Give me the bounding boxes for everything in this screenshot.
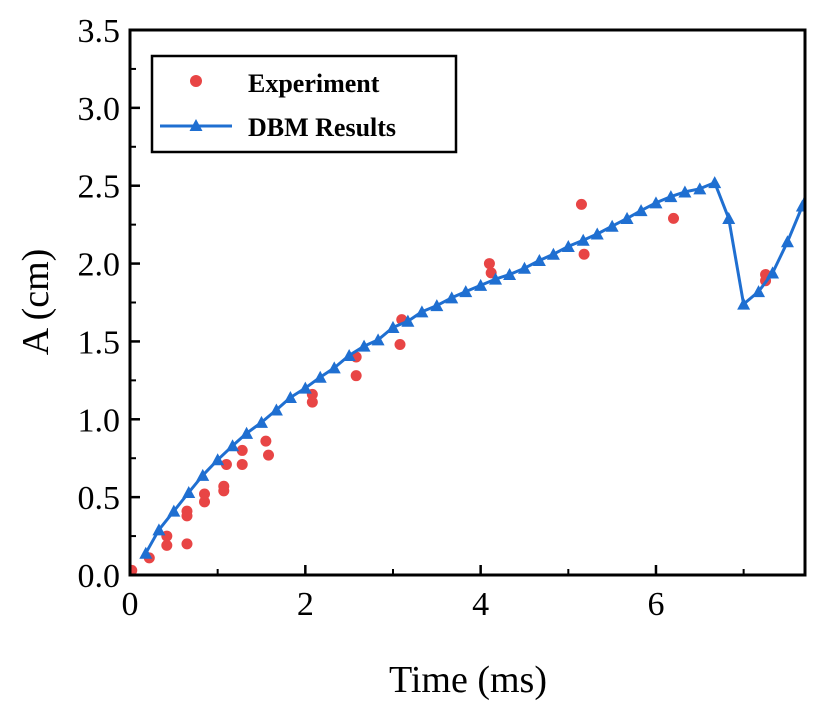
experiment-point (263, 449, 275, 461)
plot-series (130, 154, 823, 575)
dbm-results-point (678, 185, 692, 198)
dbm-results-point (152, 523, 166, 536)
legend-experiment-label: Experiment (248, 69, 380, 98)
dbm-results-point (342, 348, 356, 361)
experiment-point (306, 396, 318, 408)
experiment-point (236, 458, 248, 470)
experiment-point (236, 444, 248, 456)
dbm-results-point (795, 199, 805, 212)
legend-experiment-marker (190, 75, 202, 87)
experiment-point (218, 480, 230, 492)
experiment-point (181, 505, 193, 517)
dbm-results-line (144, 181, 805, 554)
dbm-results-point (401, 314, 415, 327)
legend: Experiment DBM Results (150, 54, 458, 154)
experiment-point (575, 198, 587, 210)
experiment-point (199, 496, 211, 508)
y-tick-label: 2.5 (78, 169, 121, 206)
legend-dbm-marker (189, 119, 203, 131)
y-tick-label: 3.5 (78, 13, 121, 50)
dbm-results-point (445, 291, 459, 304)
dbm-results-point (298, 381, 312, 394)
dbm-results-point (459, 285, 473, 298)
dbm-results-point (254, 415, 268, 428)
y-tick-label: 1.5 (78, 324, 121, 361)
dbm-results-point (590, 227, 604, 240)
dbm-results-point (240, 426, 254, 439)
dbm-results-point (810, 154, 823, 166)
dbm-results-point (386, 320, 400, 333)
y-tick-label: 2.0 (78, 247, 121, 284)
dbm-results-point (313, 370, 327, 383)
dbm-results-point (474, 278, 488, 291)
legend-box (150, 54, 458, 154)
x-tick-label: 6 (647, 586, 664, 623)
axes-labels: 0 2 4 6 0.0 0.5 1.0 1.5 2.0 2.5 3.0 3.5 (78, 13, 665, 623)
y-axis-title: A (cm) (15, 249, 57, 356)
y-tick-label: 1.0 (78, 402, 121, 439)
axes-ticks (128, 28, 745, 577)
dbm-results-point (605, 219, 619, 232)
dbm-results-point (532, 253, 546, 266)
dbm-results-point (708, 176, 722, 189)
x-tick-label: 2 (297, 586, 314, 623)
y-tick-label: 0.5 (78, 480, 121, 517)
dbm-results-point (211, 453, 225, 466)
dbm-results-point (430, 299, 444, 312)
dbm-results-point (167, 504, 181, 517)
dbm-results-point (561, 239, 575, 252)
y-tick-label: 3.0 (78, 91, 121, 128)
experiment-point (130, 564, 138, 575)
dbm-results-point (517, 261, 531, 274)
dbm-results-point (139, 546, 153, 559)
experiment-point (260, 435, 272, 447)
x-tick-label: 4 (472, 586, 489, 623)
dbm-results-point (415, 305, 429, 318)
x-axis-title: Time (ms) (389, 659, 547, 701)
dbm-results-point (357, 339, 371, 352)
dbm-results-point (780, 235, 794, 248)
dbm-results-point (576, 233, 590, 246)
dbm-results-point (620, 211, 634, 224)
experiment-point (483, 258, 495, 270)
experiment-point (161, 539, 173, 551)
dbm-results-point (226, 439, 240, 452)
dbm-results-point (269, 403, 283, 416)
dbm-results-point (693, 182, 707, 195)
dbm-results-point (766, 266, 780, 279)
y-tick-label: 0.0 (78, 558, 121, 595)
experiment-point (199, 488, 211, 500)
dbm-results-point (737, 297, 751, 310)
dbm-results-point (649, 196, 663, 209)
dbm-results-point (664, 190, 678, 203)
experiment-point (668, 212, 680, 224)
dbm-results-point (752, 285, 766, 298)
experiment-point (220, 458, 232, 470)
experiment-point (181, 538, 193, 550)
dbm-results-point (182, 485, 196, 498)
dbm-results-point (722, 211, 736, 224)
experiment-point (350, 370, 362, 382)
dbm-results-point (546, 247, 560, 260)
experiment-point (578, 248, 590, 260)
dbm-results-point (371, 333, 385, 346)
legend-dbm-label: DBM Results (248, 113, 396, 142)
dbm-results-point (634, 204, 648, 217)
dbm-results-point (489, 272, 503, 285)
dbm-results-point (327, 361, 341, 374)
dbm-results-point (196, 468, 210, 481)
experiment-point (394, 339, 406, 351)
dbm-results-point (503, 267, 517, 280)
dbm-results-point (283, 390, 297, 404)
x-tick-label: 0 (122, 586, 139, 623)
